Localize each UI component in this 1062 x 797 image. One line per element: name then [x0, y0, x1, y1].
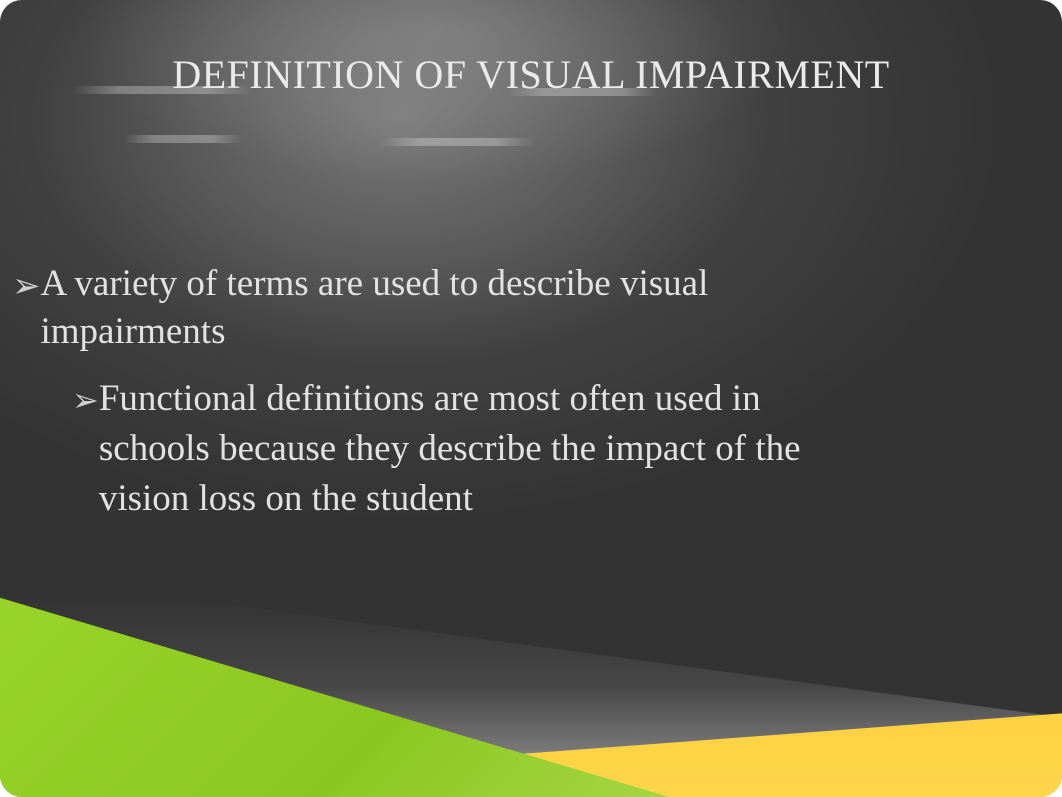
bullet-level-1-text: A variety of terms are used to describe … — [41, 260, 781, 356]
slide-container: DEFINITION OF VISUAL IMPAIRMENT ➢ A vari… — [0, 0, 1062, 797]
top-shine-overlay — [0, 0, 1062, 250]
bullet-level-2: ➢ Functional definitions are most often … — [72, 374, 1012, 524]
bullet-level-1: ➢ A variety of terms are used to describ… — [12, 260, 1012, 356]
bullet-glyph-icon: ➢ — [72, 380, 99, 422]
bullet-glyph-icon: ➢ — [12, 266, 41, 309]
title-underline-decor — [124, 135, 242, 143]
bullet-level-2-text: Functional definitions are most often us… — [99, 374, 879, 524]
slide-title: DEFINITION OF VISUAL IMPAIRMENT — [0, 50, 1062, 100]
slide-body: ➢ A variety of terms are used to describ… — [12, 260, 1012, 524]
title-underline-decor — [380, 138, 535, 146]
